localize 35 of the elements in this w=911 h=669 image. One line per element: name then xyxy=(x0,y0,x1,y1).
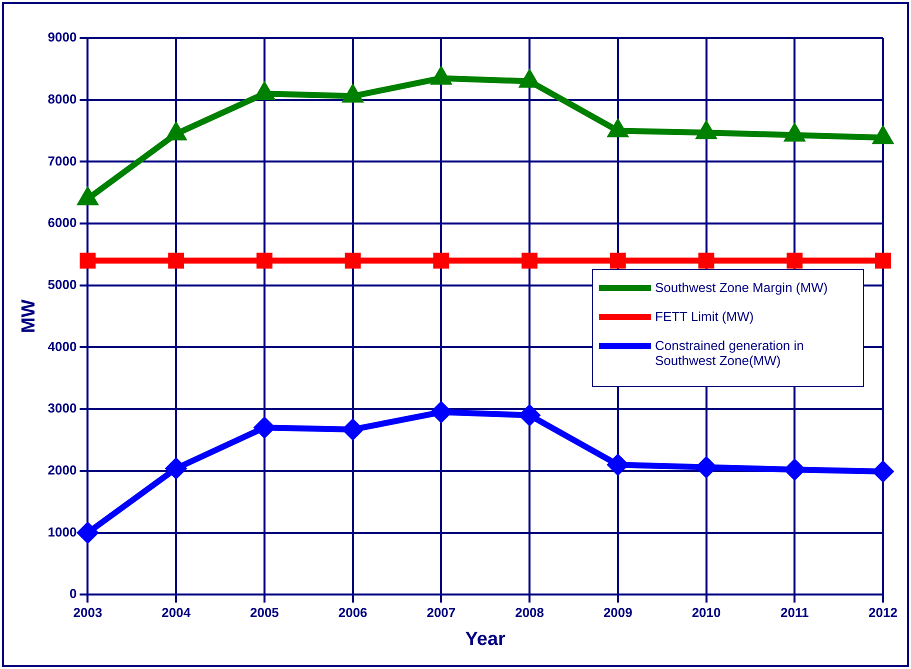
y-tick-label: 4000 xyxy=(48,338,77,354)
point xyxy=(342,419,363,440)
y-tick-label: 0 xyxy=(69,586,77,602)
y-tick-label: 2000 xyxy=(48,462,77,478)
legend-label: FETT Limit (MW) xyxy=(655,309,754,324)
point xyxy=(78,522,98,543)
x-axis-title: Year xyxy=(465,628,506,650)
x-tick-label: 2006 xyxy=(338,604,368,620)
y-axis-title: MW xyxy=(18,299,40,334)
point xyxy=(166,458,186,478)
x-tick-label: 2010 xyxy=(692,604,721,620)
y-tick-label: 1000 xyxy=(48,524,77,540)
y-tick-label: 7000 xyxy=(48,153,77,168)
x-tick-label: 2008 xyxy=(515,604,544,620)
y-tick-label: 8000 xyxy=(48,91,77,106)
point xyxy=(254,418,274,438)
point xyxy=(873,462,893,482)
point xyxy=(431,402,452,422)
x-tick-label: 2012 xyxy=(868,604,898,620)
legend-label: Constrained generation in Southwest Zone(MW) xyxy=(655,338,805,368)
x-tick-label: 2011 xyxy=(780,604,809,620)
x-tick-label: 2003 xyxy=(73,604,102,620)
point xyxy=(696,457,716,478)
y-tick-label: 6000 xyxy=(48,215,77,230)
y-tick-label: 5000 xyxy=(48,276,77,292)
x-tick-label: 2007 xyxy=(426,604,456,620)
point xyxy=(608,454,628,475)
y-tick-label: 9000 xyxy=(48,30,77,45)
legend-label: Southwest Zone Margin (MW) xyxy=(655,280,828,295)
y-tick-label: 3000 xyxy=(48,400,77,416)
x-tick-label: 2004 xyxy=(162,604,192,620)
x-tick-label: 2009 xyxy=(603,604,632,620)
point xyxy=(520,405,540,426)
point xyxy=(784,460,805,480)
x-tick-label: 2005 xyxy=(250,604,279,620)
